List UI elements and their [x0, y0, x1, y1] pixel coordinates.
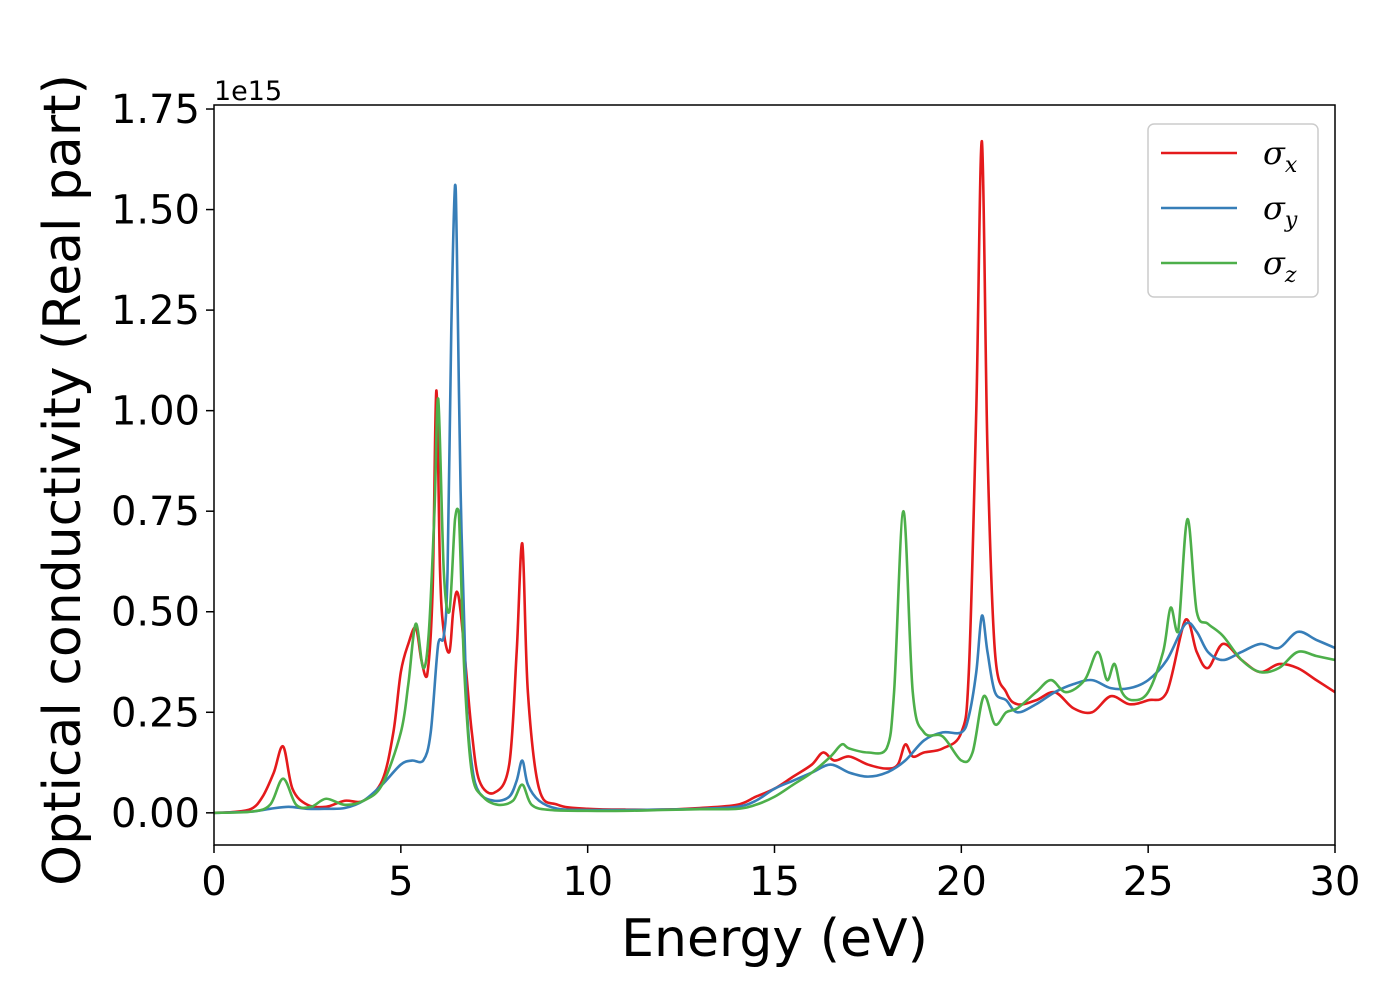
legend-entry-x: σx: [1161, 134, 1298, 178]
y-axis-ticks: 0.00 0.25 0.50 0.75 1.00 1.25 1.50 1.75: [111, 87, 214, 837]
x-tick-label: 15: [749, 859, 800, 905]
plot-lines: [214, 139, 1335, 815]
y-tick-label: 1.75: [111, 87, 200, 133]
y-tick-label: 0.00: [111, 791, 200, 837]
y-tick-label: 0.75: [111, 489, 200, 535]
x-tick-label: 20: [936, 859, 987, 905]
x-tick-label: 25: [1123, 859, 1174, 905]
x-tick-label: 10: [562, 859, 613, 905]
y-tick-label: 1.00: [111, 389, 200, 435]
y-offset-label: 1e15: [214, 76, 282, 107]
series-line-y: [214, 183, 1335, 815]
x-tick-label: 0: [201, 859, 226, 905]
y-tick-label: 1.50: [111, 188, 200, 234]
x-tick-label: 5: [388, 859, 413, 905]
x-axis-label: Energy (eV): [621, 909, 928, 969]
series-line-x: [214, 139, 1335, 815]
y-axis-label: Optical conductivity (Real part): [33, 74, 93, 886]
series-line-z: [214, 397, 1335, 815]
x-tick-label: 30: [1310, 859, 1361, 905]
legend-box: [1147, 123, 1319, 298]
y-tick-label: 0.50: [111, 590, 200, 636]
x-axis-ticks: 0 5 10 15 20 25 30: [201, 845, 1360, 905]
y-tick-label: 0.25: [111, 690, 200, 736]
y-tick-label: 1.25: [111, 288, 200, 334]
